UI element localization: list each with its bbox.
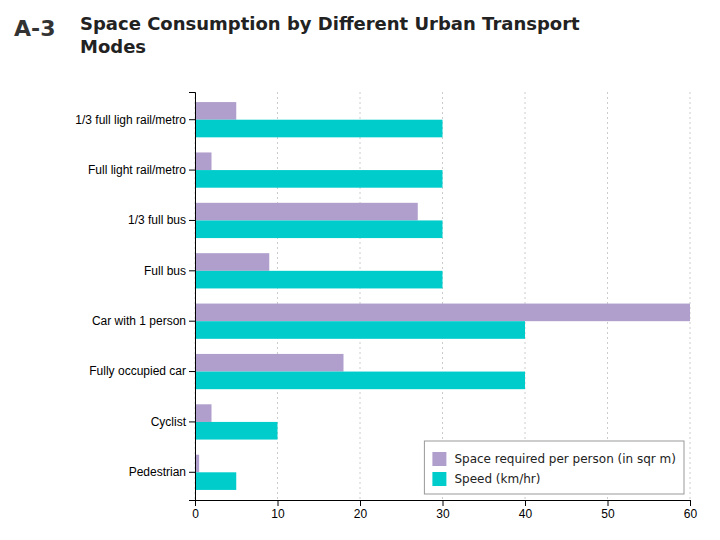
legend-swatch — [432, 452, 446, 466]
axis-line — [189, 93, 196, 501]
grid-line — [360, 92, 361, 500]
tick-label: 1/3 full bus — [128, 213, 186, 227]
bar — [195, 321, 525, 339]
bar — [195, 422, 278, 440]
bar — [195, 354, 344, 372]
bar — [195, 472, 236, 490]
tick: 40 — [519, 500, 533, 521]
tick-mark — [189, 270, 195, 271]
tick-label: 20 — [354, 507, 368, 521]
bar — [195, 304, 690, 322]
tick: Fully occupied car — [89, 364, 195, 378]
tick: 1/3 full ligh rail/metro — [75, 113, 195, 127]
tick: 0 — [192, 500, 199, 521]
tick-mark — [443, 500, 444, 506]
tick-label: 0 — [192, 507, 199, 521]
annotation: A-3 — [14, 16, 55, 41]
bar — [195, 253, 269, 271]
tick: Cyclist — [151, 415, 195, 429]
tick: Pedestrian — [129, 465, 195, 479]
tick: Full light rail/metro — [88, 163, 195, 177]
tick-mark — [189, 220, 195, 221]
tick: 30 — [436, 500, 450, 521]
tick: Full bus — [144, 264, 195, 278]
legend-label: Space required per person (in sqr m) — [454, 452, 676, 466]
tick-mark — [189, 321, 195, 322]
tick-label: Fully occupied car — [89, 364, 186, 378]
title: Space Consumption by Different Urban Tra… — [80, 13, 580, 57]
tick-label: Cyclist — [151, 415, 187, 429]
tick-label: Full light rail/metro — [88, 163, 186, 177]
bar — [195, 102, 236, 120]
plot: 0 10 20 30 40 50 60 1/3 full ligh rail/metro Ful… — [75, 92, 697, 521]
bar — [195, 203, 418, 221]
tick-mark — [525, 500, 526, 506]
tick: 20 — [354, 500, 368, 521]
tick-mark — [360, 500, 361, 506]
x-axis: 0 10 20 30 40 50 60 — [192, 500, 697, 521]
grid-line — [525, 92, 526, 500]
grid-line — [690, 92, 691, 500]
y-axis: 1/3 full ligh rail/metro Full light rail/… — [75, 93, 195, 501]
bar — [195, 372, 525, 390]
axis-line — [196, 501, 691, 507]
bar — [195, 152, 212, 170]
bar — [195, 271, 443, 289]
legend-box — [424, 441, 684, 494]
tick-label: Full bus — [144, 264, 186, 278]
tick-label: 10 — [271, 507, 285, 521]
series — [195, 120, 525, 490]
grid — [195, 92, 690, 500]
tick-mark — [189, 472, 195, 473]
tick-label: 60 — [684, 507, 698, 521]
tick: 60 — [684, 500, 698, 521]
bar — [195, 220, 443, 238]
tick-label: 1/3 full ligh rail/metro — [75, 113, 186, 127]
tick: 50 — [601, 500, 615, 521]
tick: 10 — [271, 500, 285, 521]
tick-mark — [189, 371, 195, 372]
bar — [195, 170, 443, 188]
tick-mark — [189, 119, 195, 120]
tick-label: 50 — [601, 507, 615, 521]
tick-mark — [608, 500, 609, 506]
series — [195, 102, 690, 472]
legend-swatch — [432, 472, 446, 486]
chart: A-3 Space Consumption by Different Urban … — [0, 0, 720, 540]
tick-label: 30 — [436, 507, 450, 521]
bar — [195, 404, 212, 422]
tick-label: Pedestrian — [129, 465, 186, 479]
legend: Space required per person (in sqr m) Spee… — [424, 441, 684, 494]
tick-mark — [278, 500, 279, 506]
tick: Car with 1 person — [92, 314, 195, 328]
tick: 1/3 full bus — [128, 213, 195, 227]
grid-line — [442, 92, 443, 500]
grid-line — [607, 92, 608, 500]
bar — [195, 120, 443, 138]
tick-mark — [189, 170, 195, 171]
tick-label: 40 — [519, 507, 533, 521]
tick-mark — [690, 500, 691, 506]
tick-label: Car with 1 person — [92, 314, 186, 328]
bars — [195, 102, 690, 490]
tick-mark — [189, 421, 195, 422]
legend-label: Speed (km/hr) — [454, 472, 540, 486]
